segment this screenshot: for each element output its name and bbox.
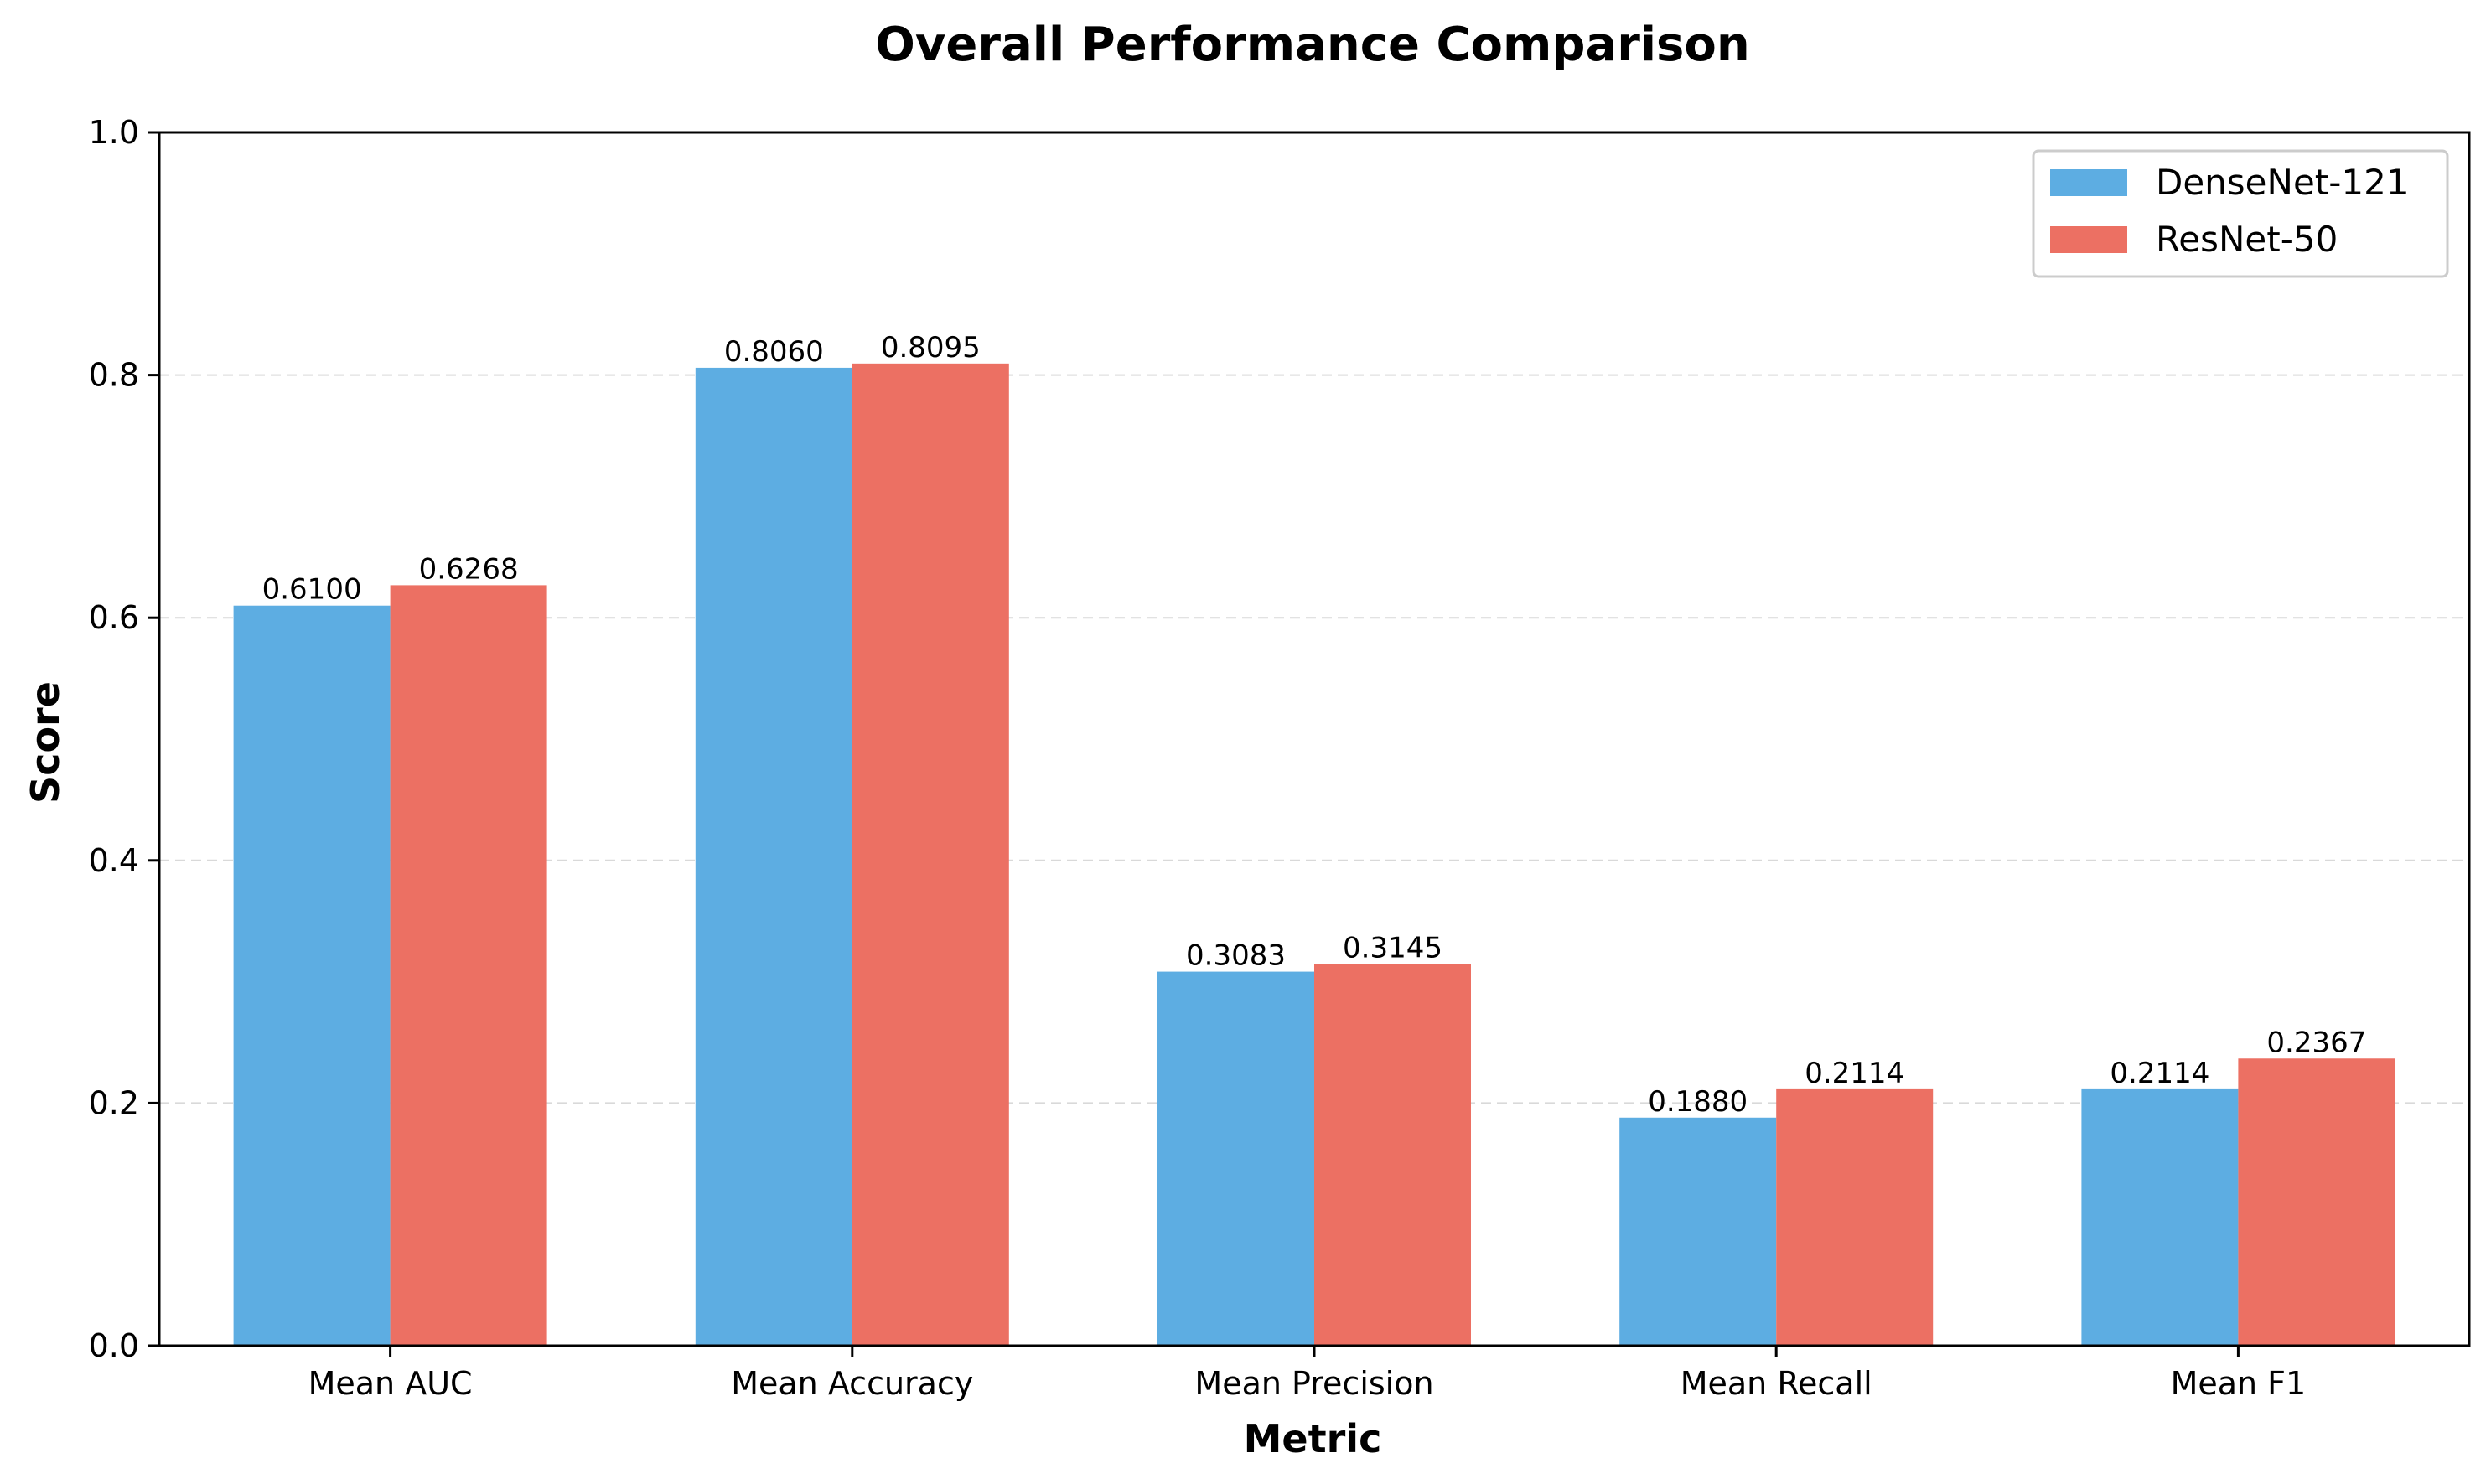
chart-title: Overall Performance Comparison [875,18,1749,72]
bar-densenet-121-mean-recall [1619,1117,1777,1346]
x-tick-label-mean-accuracy: Mean Accuracy [731,1365,973,1402]
data-label-densenet-121-mean-accuracy: 0.8060 [724,335,824,369]
data-label-resnet-50-mean-f1: 0.2367 [2266,1026,2366,1059]
data-label-resnet-50-mean-accuracy: 0.8095 [881,331,981,365]
bar-densenet-121-mean-auc [233,605,391,1346]
bar-resnet-50-mean-precision [1314,964,1471,1346]
bar-densenet-121-mean-accuracy [695,367,852,1346]
x-tick-label-mean-auc: Mean AUC [308,1365,473,1402]
bar-resnet-50-mean-recall [1776,1088,1934,1346]
data-label-resnet-50-mean-recall: 0.2114 [1805,1057,1904,1090]
y-tick-label: 0.8 [89,357,139,394]
x-tick-label-mean-recall: Mean Recall [1681,1365,1872,1402]
data-label-densenet-121-mean-auc: 0.6100 [262,573,362,607]
x-axis-label: Metric [1244,1416,1382,1461]
bars-group [233,363,2395,1346]
x-tick-label-mean-precision: Mean Precision [1194,1365,1433,1402]
legend-box [2032,149,2449,278]
y-tick-label: 0.4 [89,842,139,879]
y-tick-label: 0.6 [89,599,139,636]
y-axis-label: Score [23,681,68,804]
x-tick-label-mean-f1: Mean F1 [2171,1365,2307,1402]
y-tick-label: 1.0 [89,114,139,151]
data-label-resnet-50-mean-precision: 0.3145 [1343,932,1442,965]
data-label-densenet-121-mean-precision: 0.3083 [1186,939,1286,973]
y-tick-label: 0.2 [89,1084,139,1121]
bar-densenet-121-mean-precision [1157,971,1314,1346]
legend-label-resnet-50: ResNet-50 [2156,219,2338,260]
legend-swatch-resnet-50 [2050,226,2127,253]
bar-resnet-50-mean-accuracy [852,363,1009,1346]
bar-densenet-121-mean-f1 [2081,1088,2239,1346]
data-labels-group: 0.6100 0.6268 0.8060 0.8095 0.3083 0.3145 0.18… [262,331,2367,1119]
bar-resnet-50-mean-auc [390,585,547,1346]
bar-resnet-50-mean-f1 [2238,1058,2395,1346]
data-label-resnet-50-mean-auc: 0.6268 [419,552,519,586]
legend-swatch-densenet-121 [2050,169,2127,196]
data-label-densenet-121-mean-f1: 0.2114 [2110,1057,2209,1090]
y-tick-label: 0.0 [89,1327,139,1364]
data-label-densenet-121-mean-recall: 0.1880 [1648,1085,1748,1119]
x-axis-ticks: Mean AUC Mean Accuracy Mean Precision Mean … [308,1346,2307,1402]
legend: DenseNet-121 ResNet-50 [2032,149,2449,278]
legend-label-densenet-121: DenseNet-121 [2156,162,2409,203]
y-axis-ticks: 0.0 0.2 0.4 0.6 0.8 1.0 [89,114,159,1364]
